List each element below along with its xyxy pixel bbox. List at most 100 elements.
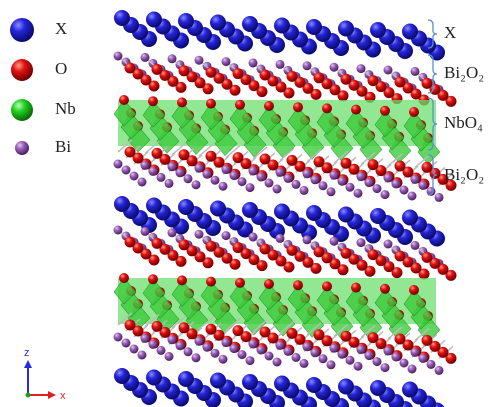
bi-atom [383,239,393,249]
x-atom [274,17,290,34]
bi-atom [391,179,401,189]
nbo-octahedron [374,288,398,316]
o-atom [232,152,244,164]
o-atom [340,73,352,85]
o-atom [437,346,449,358]
bi-atom [210,348,220,358]
nbo-octahedron [229,104,253,132]
bond [387,153,403,167]
x-atom [146,369,162,386]
bi-atom [283,173,293,183]
bi-atom [275,233,285,243]
nbo-octahedron [403,111,427,139]
bi-atom [383,346,393,356]
bi-atom [194,55,204,65]
o-atom [410,262,422,274]
o-atom [380,105,390,116]
nbo-octahedron [142,100,166,128]
o-atom [167,75,179,87]
z-arrowhead [24,360,32,368]
o-atom [186,245,198,257]
o-atom [186,328,198,340]
legend-label: X [55,19,67,38]
o-atom [186,71,198,83]
x-atom [210,14,226,31]
bi-atom [383,173,393,183]
layer-brackets: X Bi₂O₂ NbO₄ Bi₂O₂ [427,19,484,196]
o-atom [437,89,449,101]
bond [333,150,349,164]
axis-origin [25,392,31,398]
o-atom [229,84,241,96]
o-atom [364,265,376,277]
x-atom [178,199,194,215]
x-atom [274,375,290,392]
o-atom [240,248,252,260]
bond [252,146,268,160]
nbo-octahedron [258,105,282,133]
o-atom [329,258,341,270]
o-atom [151,320,163,332]
bi-atom [364,351,374,361]
o-atom [148,96,158,107]
bi-atom [156,172,166,182]
o-atom [178,149,190,161]
o-atom [348,79,360,91]
o-atom [132,325,144,337]
o-atom [321,78,333,90]
o-atom [429,257,441,269]
x-atom [370,208,386,224]
o-atom [132,242,144,254]
bi-atom [218,354,228,364]
o-atom [124,319,136,331]
bi-atom [345,355,355,365]
o-atom [267,159,279,171]
o-atom [240,74,252,86]
o-atom [119,273,129,283]
x-atom [242,202,258,218]
bi-atom [299,185,309,195]
layer-label: Bi₂O₂ [444,165,484,184]
bi-atom [337,349,347,359]
o-atom [177,275,187,286]
bond [117,312,133,326]
bi-atom [329,62,339,72]
o-atom [256,260,268,272]
x-atom [146,11,162,28]
bi-atom [221,165,231,175]
x-atom [402,381,418,398]
bi-atom [248,339,258,349]
bi-atom [383,65,393,75]
x-atom [178,371,194,387]
legend-label: Bi [55,137,71,156]
o-atom [321,335,333,347]
o-atom [259,243,271,255]
o-atom [380,283,390,294]
o-atom [178,239,190,251]
o-atom [356,259,368,271]
bi-atom [410,174,420,184]
bi-atom [256,172,266,182]
o-atom [175,255,187,267]
bi-atom [329,343,339,353]
bond [252,319,268,333]
bi-atom [248,232,258,242]
o-atom [313,329,325,341]
bi-atom [218,181,228,191]
o-atom [375,338,387,350]
x-atom [402,209,418,226]
bi-atom [248,58,258,68]
bi-atom [410,347,420,357]
o-atom [356,85,368,97]
o-atom [402,256,414,268]
bi-atom [410,240,420,250]
bi-atom [283,346,293,356]
bi-atom [302,61,312,71]
x-atom [242,16,258,32]
o-atom [213,329,225,341]
o-atom [177,97,187,108]
bi-atom [210,175,220,185]
o-atom [294,333,306,345]
nbo-octahedron [258,283,282,311]
